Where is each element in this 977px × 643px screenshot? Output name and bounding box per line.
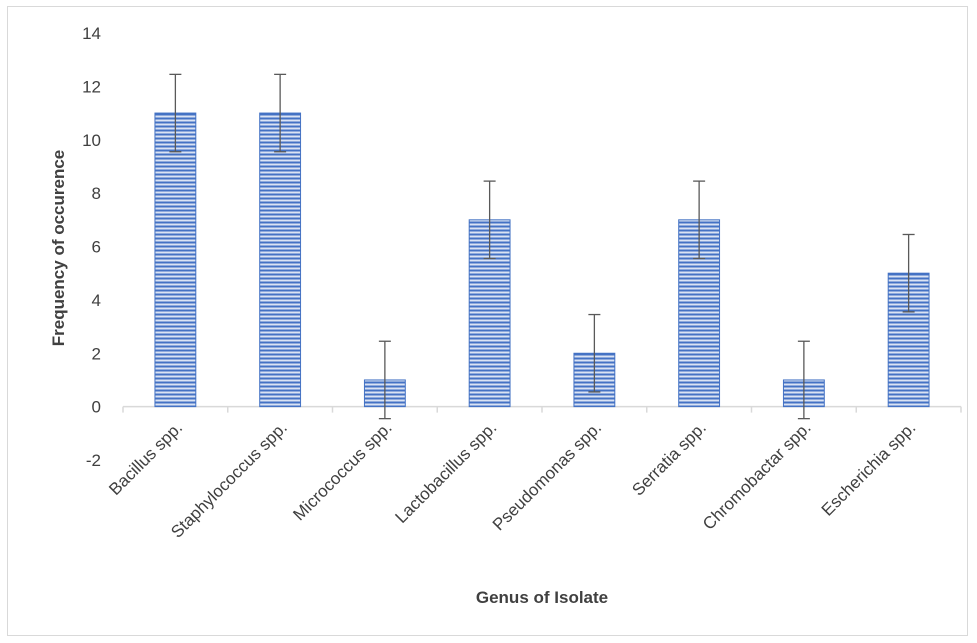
y-tick-label: 8 bbox=[92, 184, 101, 203]
bar-bacillus-spp bbox=[154, 112, 197, 408]
y-tick-label: 14 bbox=[82, 24, 101, 43]
y-tick-label: -2 bbox=[86, 451, 101, 470]
y-tick-label: 2 bbox=[92, 344, 101, 363]
x-tick-label: Micrococcus spp. bbox=[289, 418, 395, 524]
y-tick-label: 6 bbox=[92, 238, 101, 257]
y-tick-label: 0 bbox=[92, 398, 101, 417]
x-tick-label: Bacillus spp. bbox=[105, 418, 186, 499]
x-tick-label: Lactobacillus spp. bbox=[391, 418, 500, 527]
x-axis-title: Genus of Isolate bbox=[476, 588, 608, 607]
bar-lactobacillus-spp bbox=[468, 219, 511, 408]
y-tick-label: 10 bbox=[82, 131, 101, 150]
x-tick-label: Chromobactar spp. bbox=[699, 418, 815, 534]
x-tick-label: Pseudomonas spp. bbox=[489, 418, 605, 534]
x-tick-label: Staphylococcus spp. bbox=[167, 418, 291, 542]
y-tick-label: 12 bbox=[82, 77, 101, 96]
x-tick-label: Serratia spp. bbox=[628, 418, 710, 500]
bar-staphylococcus-spp bbox=[259, 112, 302, 408]
y-tick-label: 4 bbox=[92, 291, 101, 310]
x-tick-label: Escherichia spp. bbox=[818, 418, 920, 520]
y-axis-title: Frequency of occurence bbox=[49, 150, 68, 347]
